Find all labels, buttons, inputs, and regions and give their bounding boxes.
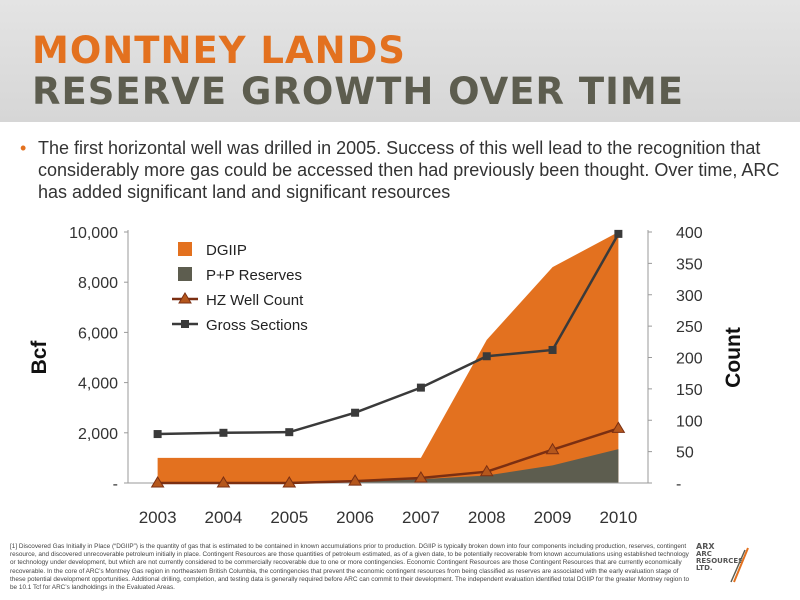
point-hz-well-count [150,476,165,488]
point-gross-sections [482,352,491,361]
slide-title-line-2: RESERVE GROWTH OVER TIME [32,70,685,113]
right-axis-tick-label: - [676,476,681,493]
legend-label-p-p-reserves: P+P Reserves [206,267,302,284]
bullet-point: • The first horizontal well was drilled … [20,137,790,203]
right-axis-tick-label: 250 [676,319,703,336]
point-gross-sections [614,229,623,238]
x-axis-tick-label: 2007 [402,508,440,527]
right-axis-tick-label: 350 [676,256,703,273]
point-gross-sections [153,430,162,439]
left-axis-tick-label: 8,000 [78,275,118,292]
x-axis-tick-label: 2009 [534,508,572,527]
left-axis-tick-label: 6,000 [78,325,118,342]
title-banner: MONTNEY LANDS RESERVE GROWTH OVER TIME [0,0,800,122]
logo-line-2: ARC [696,550,712,558]
x-axis-tick-label: 2006 [336,508,374,527]
line-gross-sections [157,233,620,436]
legend-swatch-p-p-reserves [178,267,192,281]
slide-title-line-1: MONTNEY LANDS [32,29,406,72]
legend-swatch-dgiip [178,242,192,256]
left-axis-tick-label: 4,000 [78,376,118,393]
reserve-growth-chart: - 2,000 4,000 6,000 8,000 10,000 - 50 100 150 200 2… [28,225,745,527]
point-hz-well-count [414,471,428,483]
x-axis-tick-label: 2003 [139,508,177,527]
logo-text: ARX ARC RESOURCES LTD. [696,542,743,572]
x-axis-tick-label: 2004 [205,508,243,527]
right-axis-tick-label: 50 [676,445,694,462]
point-gross-sections [351,408,360,417]
right-axis-tick-label: 300 [676,288,703,305]
x-axis-tick-label: 2010 [599,508,637,527]
x-axis-tick-label: 2008 [468,508,506,527]
legend-marker-gross-sections [181,320,189,328]
point-hz-well-count [545,442,560,455]
logo-line-4: LTD. [696,564,713,572]
right-axis-tick-label: 400 [676,225,703,242]
left-axis-tick-label: - [113,476,118,493]
right-axis-tick-label: 100 [676,413,703,430]
logo-swoosh-icon [730,547,749,583]
y-axis-title: Bcf [28,340,51,375]
point-hz-well-count [348,474,362,486]
x-axis-tick-label: 2005 [270,508,308,527]
company-logo: ARX ARC RESOURCES LTD. [696,542,752,586]
point-gross-sections [416,383,425,392]
point-gross-sections [548,345,557,354]
logo-line-3: RESOURCES [696,557,744,565]
left-axis-tick-label: 2,000 [78,426,118,443]
left-axis-tick-label: 10,000 [69,225,118,242]
right-axis-tick-label: 200 [676,351,703,368]
legend-label-gross-sections: Gross Sections [206,317,308,334]
legend-label-hz-well-count: HZ Well Count [206,292,304,309]
legend-marker-hz-well-count [178,292,192,304]
y2-axis-title: Count [722,327,745,388]
line-hz-well-count [157,427,619,485]
point-hz-well-count [216,476,231,488]
bullet-text: The first horizontal well was drilled in… [38,138,780,202]
footnote: [1] Discovered Gas Initially in Place (“… [10,543,690,592]
point-hz-well-count [611,421,626,433]
point-gross-sections [285,428,294,437]
bullet-marker-icon: • [20,138,27,158]
point-gross-sections [219,428,228,437]
legend-label-dgiip: DGIIP [206,242,247,259]
area-p-p-reserves [157,449,619,483]
right-axis-tick-label: 150 [676,382,703,399]
point-hz-well-count [282,476,297,488]
point-hz-well-count [479,464,494,477]
logo-mark: ARX [696,542,715,551]
area-dgiip [157,232,619,483]
